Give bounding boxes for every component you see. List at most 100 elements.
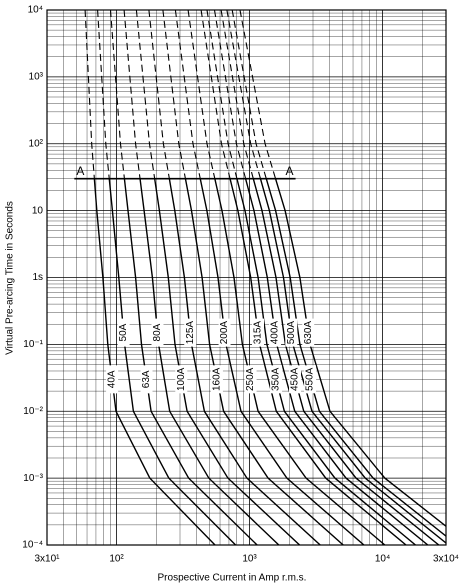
x-tick-label: 3x10¹ [34,554,60,565]
fuse-curve-dashed [231,10,267,179]
reference-label: A [76,164,84,178]
fuse-curve-dashed [84,10,95,179]
label-bg [151,318,164,347]
fuse-curve [108,178,237,545]
fuse-curve [123,178,258,545]
curve-label-group: 315A [252,318,265,347]
x-tick-label: 10² [109,554,124,565]
fuse-curve [214,178,386,545]
fuse-curve [236,178,416,545]
curve-label-group: 400A [269,318,282,347]
legend-label: 400A [270,321,281,345]
curve-label-group: 63A [140,365,153,394]
fuse-curve [199,178,365,545]
y-tick-label: 10⁻³ [23,473,43,484]
label-bg [285,318,298,347]
label-bg [106,365,119,394]
curve-label-group: 160A [210,365,223,394]
legend-label: 450A [290,367,301,391]
y-axis-title: Virtual Pre-arcing Time in Seconds [5,201,16,355]
curve-label-group: 350A [270,365,283,394]
fuse-curve-dashed [97,10,110,179]
fuse-curve-dashed [187,10,216,179]
fuse-curve [93,178,216,545]
label-bg [210,365,223,394]
y-tick-label: 10² [29,138,44,149]
legend-label: 125A [185,321,196,345]
legend-label: 500A [286,321,297,345]
fuse-curve-dashed [226,10,262,179]
x-tick-label: 10⁴ [375,554,390,565]
label-bg [269,318,282,347]
x-tick-label: 3x10⁴ [433,554,459,565]
curve-label-group: 630A [302,318,315,347]
curve-label-group: 450A [289,365,302,394]
y-tick-label: 10⁻¹ [23,339,43,350]
fuse-curve-dashed [123,10,141,179]
curve-label-group: 200A [218,318,231,347]
label-bg [252,318,265,347]
fuse-curve-dashed [162,10,186,179]
curve-label-group: 550A [304,365,317,394]
legend-label: 250A [245,367,256,391]
label-bg [117,318,130,347]
fuse-curve-dashed [174,10,201,179]
fuse-curve [265,178,446,537]
label-bg [302,318,315,347]
fuse-curve [168,178,321,545]
fuse-curve-dashed [239,10,277,179]
reference-label: A [286,164,294,178]
fuse-curve-dashed [220,10,254,179]
y-tick-label: 10⁻² [23,406,43,417]
fuse-curve-dashed [200,10,231,179]
y-tick-label: 1s [32,272,43,283]
fuse-curve [184,178,344,545]
legend-label: 50A [118,323,129,341]
fuse-curve [229,178,407,545]
curve-label-group: 50A [117,318,130,347]
plot-frame [46,9,447,546]
fuse-curve [252,178,440,545]
fuse-curve [259,178,446,544]
fuse-curve-dashed [109,10,125,179]
label-bg [244,365,257,394]
fuse-curve [139,178,280,545]
curve-label-group: 250A [244,365,257,394]
label-bg [270,365,283,394]
label-bg [304,365,317,394]
y-tick-label: 10⁴ [28,5,43,16]
x-tick-label: 10³ [242,554,257,565]
y-tick-label: 10³ [29,72,44,83]
curve-label-group: 125A [184,318,197,347]
label-bg [140,365,153,394]
legend-label: 630A [303,321,314,345]
curve-label-group: 100A [175,365,188,394]
curve-label-group: 500A [285,318,298,347]
fuse-curve [153,178,301,545]
x-axis-title: Prospective Current in Amp r.m.s. [158,573,307,584]
fuse-curve-dashed [206,10,238,179]
y-tick-label: 10 [32,205,44,216]
legend-label: 80A [152,323,163,341]
fuse-curve-dashed [213,10,247,179]
curve-label-group: 80A [151,318,164,347]
fuse-curve-dashed [148,10,170,179]
fuse-curve-dashed [135,10,156,179]
label-bg [175,365,188,394]
legend-label: 100A [176,367,187,391]
legend-label: 350A [271,367,282,391]
label-bg [218,318,231,347]
legend-label: 200A [219,321,230,345]
curve-label-group: 40A [106,365,119,394]
legend-label: 315A [253,321,264,345]
legend-label: 40A [107,370,118,388]
y-tick-label: 10⁻⁴ [22,540,43,551]
legend-label: 63A [141,370,152,388]
fuse-curve [244,178,429,545]
label-bg [184,318,197,347]
legend-label: 550A [305,367,316,391]
label-bg [289,365,302,394]
fuse-curve [274,178,446,528]
legend-label: 160A [212,367,223,391]
